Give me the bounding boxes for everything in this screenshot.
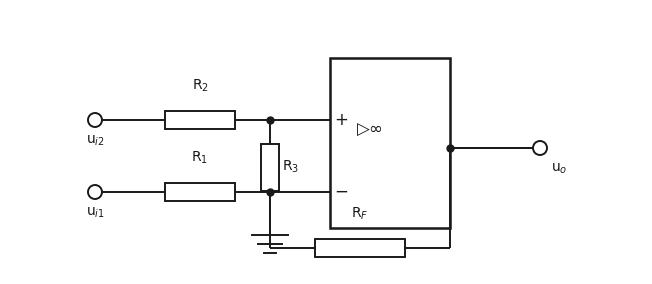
Bar (315, 239, 405, 257)
Bar (330, 58, 450, 228)
Bar (261, 144, 279, 191)
Text: −: − (334, 183, 348, 201)
Text: R$_3$: R$_3$ (282, 159, 299, 175)
Text: R$_1$: R$_1$ (192, 150, 209, 166)
Text: $\triangleright\infty$: $\triangleright\infty$ (357, 120, 383, 138)
Bar (165, 111, 235, 129)
Text: R$_F$: R$_F$ (351, 206, 369, 222)
Text: +: + (334, 111, 348, 129)
Text: u$_{i2}$: u$_{i2}$ (85, 134, 104, 149)
Text: u$_o$: u$_o$ (551, 162, 567, 176)
Text: u$_{i1}$: u$_{i1}$ (85, 206, 104, 220)
Text: R$_2$: R$_2$ (192, 78, 209, 94)
Bar (165, 183, 235, 201)
